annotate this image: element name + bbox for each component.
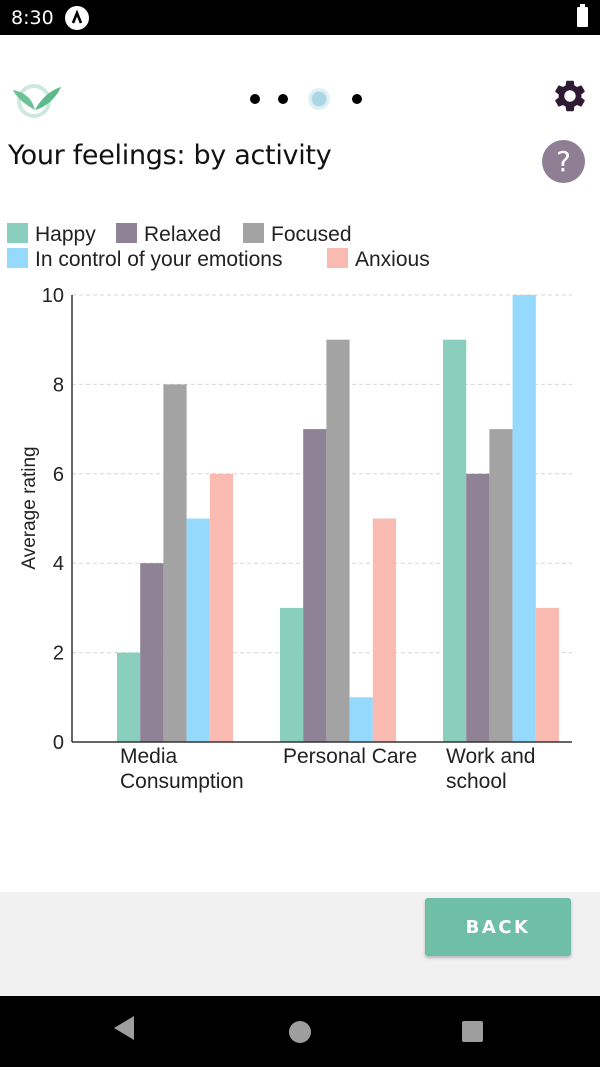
- bar-relaxed-work-and-school: [466, 473, 490, 742]
- bar-happy-media-consumption: [117, 652, 141, 742]
- bar-relaxed-media-consumption: [140, 563, 164, 742]
- y-tick-label: 0: [53, 732, 64, 754]
- chart-axes: [71, 295, 572, 743]
- back-button[interactable]: BACK: [425, 898, 571, 956]
- system-nav-bar: [0, 996, 600, 1067]
- legend-swatch: [7, 248, 28, 268]
- legend-label: Anxious: [355, 248, 430, 271]
- y-tick-label: 4: [53, 553, 64, 575]
- footer-bar: BACK: [0, 892, 600, 996]
- legend-swatch: [7, 223, 28, 243]
- page-indicator: [248, 87, 368, 111]
- legend-swatch: [327, 248, 348, 268]
- legend-label: Relaxed: [144, 223, 221, 246]
- y-tick-labels: 0 2 4 6 8 10: [42, 285, 64, 754]
- legend-label: Happy: [35, 223, 96, 246]
- y-axis-title: Average rating: [19, 446, 40, 569]
- x-category-label: Work and: [446, 745, 536, 768]
- x-category-label: Personal Care: [283, 745, 417, 768]
- y-tick-label: 6: [53, 464, 64, 486]
- page-dot[interactable]: [278, 94, 288, 104]
- legend-label: Focused: [271, 223, 352, 246]
- bar-focused-work-and-school: [489, 429, 513, 742]
- nav-back-icon[interactable]: [114, 1016, 134, 1040]
- status-bar: 8:30: [0, 0, 600, 35]
- bar-happy-personal-care: [280, 607, 304, 742]
- x-category-label: school: [446, 770, 507, 793]
- y-tick-label: 10: [42, 285, 64, 307]
- y-tick-label: 8: [53, 374, 64, 396]
- bar-anxious-personal-care: [372, 518, 396, 742]
- x-category-label: Media: [120, 745, 178, 768]
- bar-in-control-of-your-emotions-personal-care: [349, 697, 373, 742]
- help-button[interactable]: ?: [542, 140, 585, 183]
- legend-swatch: [243, 223, 264, 243]
- page-dot-active[interactable]: [308, 88, 330, 110]
- bar-relaxed-personal-care: [303, 429, 327, 742]
- page-title: Your feelings: by activity: [8, 140, 332, 171]
- bar-anxious-work-and-school: [535, 607, 559, 742]
- bar-anxious-media-consumption: [209, 473, 233, 742]
- legend-label: In control of your emotions: [35, 248, 282, 271]
- bar-focused-media-consumption: [163, 384, 187, 742]
- battery-icon: [577, 4, 588, 27]
- bar-focused-personal-care: [326, 339, 350, 742]
- app-notification-icon: [65, 6, 89, 30]
- legend-swatch: [116, 223, 137, 243]
- bar-in-control-of-your-emotions-media-consumption: [186, 518, 210, 742]
- bar-in-control-of-your-emotions-work-and-school: [512, 295, 536, 742]
- y-tick-label: 2: [53, 643, 64, 665]
- chart-bars: [117, 295, 559, 742]
- bar-happy-work-and-school: [443, 339, 467, 742]
- nav-recents-icon[interactable]: [462, 1021, 483, 1042]
- x-category-label: Consumption: [120, 770, 244, 793]
- settings-gear-icon[interactable]: [551, 77, 589, 115]
- page-dot[interactable]: [352, 94, 362, 104]
- page-dot[interactable]: [250, 94, 260, 104]
- status-time: 8:30: [11, 7, 54, 29]
- leaf-logo-icon: [10, 82, 62, 120]
- nav-home-icon[interactable]: [289, 1021, 311, 1043]
